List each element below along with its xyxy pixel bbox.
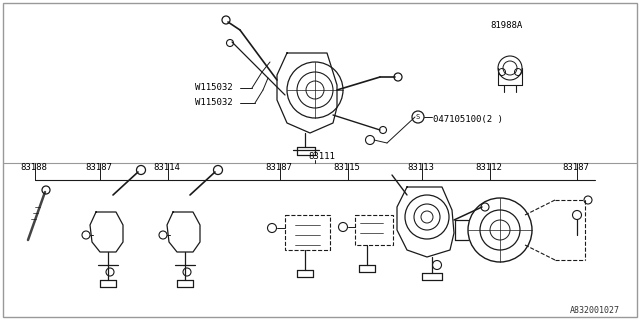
Text: S: S <box>416 114 420 120</box>
Text: 83115: 83115 <box>333 163 360 172</box>
Text: 047105100(2 ): 047105100(2 ) <box>433 115 503 124</box>
Text: 83187: 83187 <box>265 163 292 172</box>
Text: 81988A: 81988A <box>490 21 522 30</box>
Text: 83187: 83187 <box>562 163 589 172</box>
Text: 83111: 83111 <box>308 152 335 161</box>
Text: 83188: 83188 <box>20 163 47 172</box>
Bar <box>355 215 393 245</box>
Polygon shape <box>397 187 454 257</box>
Bar <box>285 215 330 250</box>
Polygon shape <box>277 53 337 133</box>
Text: W115032: W115032 <box>195 83 232 92</box>
Text: A832001027: A832001027 <box>570 306 620 315</box>
Text: 83113: 83113 <box>407 163 434 172</box>
Text: 83112: 83112 <box>475 163 502 172</box>
Text: W115032: W115032 <box>195 98 232 107</box>
Polygon shape <box>90 212 123 252</box>
Text: 83114: 83114 <box>153 163 180 172</box>
Polygon shape <box>167 212 200 252</box>
Text: 83187: 83187 <box>85 163 112 172</box>
